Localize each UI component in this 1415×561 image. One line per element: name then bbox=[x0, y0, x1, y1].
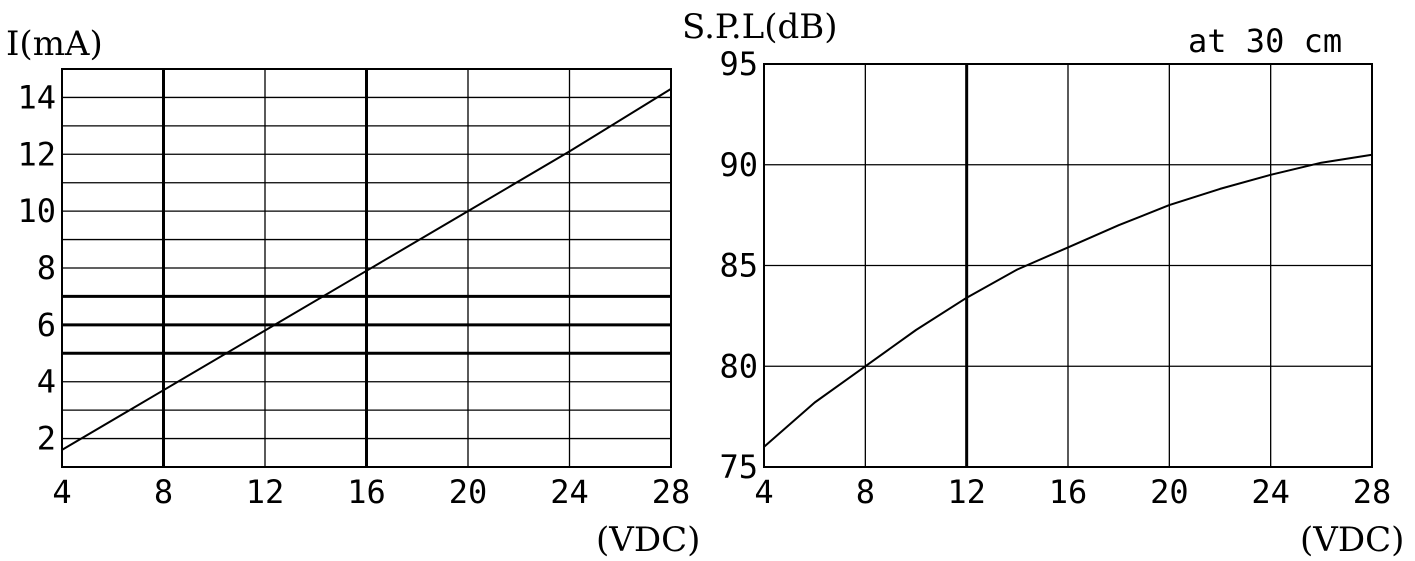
current-x-tick-label: 24 bbox=[550, 473, 589, 511]
current-x-axis-label: (VDC) bbox=[596, 520, 700, 560]
current-x-tick-label: 12 bbox=[246, 473, 285, 511]
spl-y-tick-label: 85 bbox=[719, 247, 758, 285]
spl-x-tick-label: 24 bbox=[1251, 473, 1290, 511]
current-y-tick-label: 2 bbox=[37, 420, 56, 458]
current-y-tick-label: 12 bbox=[17, 135, 56, 173]
spl-x-tick-label: 28 bbox=[1353, 473, 1392, 511]
spl-y-tick-label: 75 bbox=[719, 448, 758, 486]
spl-annotation: at 30 cm bbox=[1188, 22, 1342, 60]
current-x-tick-label: 8 bbox=[154, 473, 173, 511]
spl-y-tick-label: 80 bbox=[719, 347, 758, 385]
current-x-tick-label: 4 bbox=[52, 473, 71, 511]
spl-x-tick-label: 4 bbox=[754, 473, 773, 511]
spl-x-tick-label: 20 bbox=[1150, 473, 1189, 511]
current-y-axis-label: I(mA) bbox=[6, 24, 103, 64]
current-x-tick-label: 28 bbox=[652, 473, 691, 511]
spl-chart-series bbox=[763, 153, 1373, 448]
current-y-tick-label: 10 bbox=[17, 192, 56, 230]
current-x-tick-label: 20 bbox=[449, 473, 488, 511]
current-y-tick-label: 14 bbox=[17, 78, 56, 116]
spl-x-tick-label: 8 bbox=[856, 473, 875, 511]
spl-x-axis-label: (VDC) bbox=[1300, 520, 1404, 560]
spl-chart: 4 8 12 16 20 24 28 75 80 85 90 95 S.P.L(dB) at 30 c… bbox=[682, 7, 1404, 560]
spl-x-tick-label: 12 bbox=[947, 473, 986, 511]
current-series-line bbox=[61, 88, 672, 451]
spl-y-tick-label: 95 bbox=[719, 45, 758, 83]
current-plot-frame bbox=[61, 68, 672, 468]
current-chart-grid bbox=[61, 68, 672, 468]
spl-plot-frame bbox=[763, 63, 1373, 468]
current-y-tick-label: 4 bbox=[37, 363, 56, 401]
current-x-tick-label: 16 bbox=[347, 473, 386, 511]
spl-chart-grid bbox=[763, 63, 1373, 468]
spl-series-line bbox=[763, 153, 1373, 448]
spl-chart-ticks: 4 8 12 16 20 24 28 75 80 85 90 95 bbox=[719, 45, 1391, 511]
spl-y-tick-label: 90 bbox=[719, 146, 758, 184]
spl-y-axis-label: S.P.L(dB) bbox=[682, 7, 838, 47]
current-chart-series bbox=[61, 88, 672, 451]
spl-x-tick-label: 16 bbox=[1049, 473, 1088, 511]
current-y-tick-label: 6 bbox=[37, 306, 56, 344]
current-y-tick-label: 8 bbox=[37, 249, 56, 287]
